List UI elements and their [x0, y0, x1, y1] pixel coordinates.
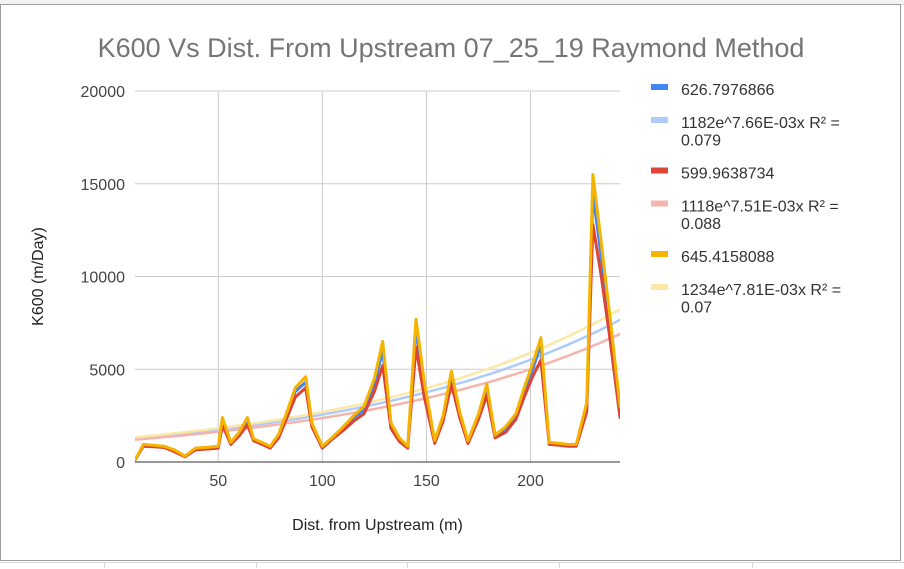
x-axis-tick-labels: 50 100 150 200 — [209, 473, 544, 490]
grid-column-line — [104, 563, 105, 568]
legend-swatch — [651, 84, 668, 90]
grid-column-line — [407, 563, 408, 568]
grid-column-line — [559, 563, 560, 568]
legend-label: 626.7976866 — [681, 82, 775, 99]
series-layer — [135, 173, 620, 462]
legend-swatch — [651, 167, 668, 174]
y-tick-label: 10000 — [81, 270, 126, 287]
y-axis-label: K600 (m/Day) — [30, 227, 47, 326]
y-tick-label: 0 — [116, 455, 125, 472]
grid-column-line — [256, 563, 257, 568]
chart-svg: K600 Vs Dist. From Upstream 07_25_19 Ray… — [30, 33, 841, 534]
legend-label: 645.4158088 — [681, 249, 775, 266]
plot-area — [135, 173, 620, 462]
x-tick-label: 50 — [209, 473, 227, 490]
spreadsheet-grid-strip — [0, 562, 904, 569]
chart-container[interactable]: K600 Vs Dist. From Upstream 07_25_19 Ray… — [0, 4, 901, 561]
legend-swatch — [651, 251, 668, 257]
legend-label: 1182e^7.66E-03x R² = 0.079 — [681, 115, 840, 150]
y-tick-label: 20000 — [81, 84, 126, 101]
legend-label: 599.9638734 — [681, 166, 775, 183]
chart-title: K600 Vs Dist. From Upstream 07_25_19 Ray… — [98, 33, 805, 63]
y-axis-tick-labels: 0 5000 10000 15000 20000 — [81, 84, 126, 472]
legend-label: 1234e^7.81E-03x R² = 0.07 — [681, 282, 841, 317]
line-series — [135, 173, 620, 462]
grid-column-line — [752, 563, 753, 568]
x-axis-label: Dist. from Upstream (m) — [292, 517, 463, 534]
legend-swatch — [651, 117, 668, 123]
y-tick-label: 5000 — [89, 362, 125, 379]
x-tick-label: 200 — [517, 473, 544, 490]
legend-label: 1118e^7.51E-03x R² = 0.088 — [681, 199, 839, 234]
legend-swatch — [651, 200, 668, 207]
legend-swatch — [651, 284, 668, 290]
legend: 626.7976866 1182e^7.66E-03x R² = 0.079 599.… — [651, 82, 841, 317]
y-tick-label: 15000 — [81, 177, 126, 194]
x-tick-label: 100 — [309, 473, 336, 490]
x-tick-label: 150 — [413, 473, 440, 490]
